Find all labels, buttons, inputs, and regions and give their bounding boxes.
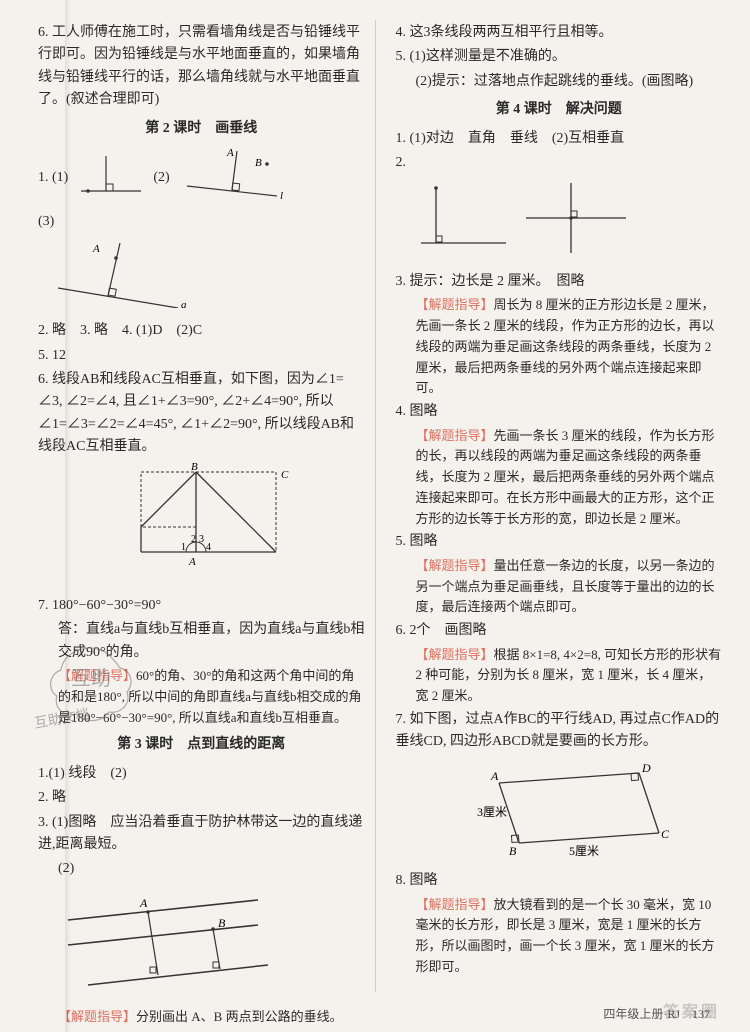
svg-text:B: B bbox=[218, 916, 226, 930]
l3-hint: 【解题指导】分别画出 A、B 两点到公路的垂线。 bbox=[38, 1007, 365, 1028]
left-q1-3: (3) a A bbox=[38, 211, 365, 316]
q1-3-label: (3) bbox=[38, 214, 54, 229]
column-divider bbox=[375, 20, 376, 992]
right-q8: 8. 图略 bbox=[396, 870, 723, 892]
left-q1-row: 1. (1) (2) l A B bbox=[38, 146, 365, 209]
page: 6. 工人师傅在施工时，只需看墙角线是否与铅锤线平行即可。因为铅锤线是与水平地面… bbox=[0, 0, 750, 1032]
hint-label: 【解题指导】 bbox=[416, 428, 494, 443]
right-q8-hint: 【解题指导】放大镜看到的是一个长 30 毫米，宽 10 毫米的长方形，即长是 3… bbox=[396, 895, 723, 978]
right-q7-figure: A D B C 3厘米 5厘米 bbox=[416, 758, 723, 866]
svg-text:A: A bbox=[188, 556, 196, 568]
lesson3-title: 第 3 课时 点到直线的距离 bbox=[38, 734, 365, 756]
right-q3a: 3. 提示：边长是 2 厘米。 图略 bbox=[396, 271, 723, 293]
left-q6-figure: B C A 1 2 3 4 bbox=[58, 462, 365, 590]
lesson4-title: 第 4 课时 解决问题 bbox=[396, 99, 723, 121]
binding-shadow bbox=[65, 0, 71, 1032]
left-q6: 6. 工人师傅在施工时，只需看墙角线是否与铅锤线平行即可。因为铅锤线是与水平地面… bbox=[38, 22, 365, 112]
label-d: D bbox=[641, 761, 651, 775]
q1-1-figure bbox=[76, 151, 146, 204]
q1-2-label: (2) bbox=[153, 170, 169, 185]
svg-text:2: 2 bbox=[191, 534, 196, 545]
l3-q3b: (2) bbox=[38, 858, 365, 880]
left-column: 6. 工人师傅在施工时，只需看墙角线是否与铅锤线平行即可。因为铅锤线是与水平地面… bbox=[30, 20, 373, 1022]
left-q7b: 答：直线a与直线b互相垂直，因为直线a与直线b相交成90°的角。 bbox=[38, 619, 365, 664]
len-3: 3厘米 bbox=[477, 805, 507, 819]
svg-text:l: l bbox=[280, 190, 283, 201]
left-q2: 2. 略 3. 略 4. (1)D (2)C bbox=[38, 320, 365, 342]
right-q7: 7. 如下图，过点A作BC的平行线AD, 再过点C作AD的垂线CD, 四边形AB… bbox=[396, 709, 723, 754]
svg-text:C: C bbox=[281, 469, 289, 481]
hint-label: 【解题指导】 bbox=[416, 558, 494, 573]
label-b: B bbox=[509, 844, 517, 858]
right-q6-hint: 【解题指导】根据 8×1=8, 4×2=8, 可知长方形的形状有 2 种可能，分… bbox=[396, 645, 723, 707]
watermark: 答案圈 bbox=[663, 1000, 720, 1026]
right-q5b: (2)提示：过落地点作起跳线的垂线。(画图略) bbox=[396, 71, 723, 93]
svg-text:B: B bbox=[255, 157, 262, 169]
hint-label: 【解题指导】 bbox=[416, 897, 494, 912]
right-q3-hint: 【解题指导】周长为 8 厘米的正方形边长是 2 厘米，先画一条长 2 厘米的线段… bbox=[396, 295, 723, 399]
label-c: C bbox=[661, 827, 670, 841]
right-q5-hint: 【解题指导】量出任意一条边的长度，以另一条边的另一个端点为垂足画垂线，且长度等于… bbox=[396, 556, 723, 618]
l3-q3-figure: A B bbox=[58, 885, 365, 1003]
right-q4-hint: 【解题指导】先画一条长 3 厘米的线段，作为长方形的长，再以线段的两端为垂足画这… bbox=[396, 426, 723, 530]
left-q6b: 6. 线段AB和线段AC互相垂直，如下图，因为∠1= ∠3, ∠2=∠4, 且∠… bbox=[38, 369, 365, 459]
svg-text:B: B bbox=[191, 462, 198, 473]
right-q4a: 4. 图略 bbox=[396, 401, 723, 423]
svg-text:a: a bbox=[181, 299, 187, 308]
right-q6: 6. 2个 画图略 bbox=[396, 620, 723, 642]
q1-label: 1. bbox=[38, 170, 49, 185]
svg-text:A: A bbox=[139, 896, 148, 910]
right-q1: 1. (1)对边 直角 垂线 (2)互相垂直 bbox=[396, 128, 723, 150]
hint-label: 【解题指导】 bbox=[416, 297, 494, 312]
svg-text:4: 4 bbox=[206, 542, 211, 553]
left-q7-hint: 【解题指导】60°的角、30°的角和这两个角中间的角的和是180°, 所以中间的… bbox=[38, 666, 365, 728]
l3-q3a: 3. (1)图略 应当沿着垂直于防护林带这一边的直线递进,距离最短。 bbox=[38, 812, 365, 857]
hint-label: 【解题指导】 bbox=[416, 647, 494, 662]
right-q2-label: 2. bbox=[396, 152, 723, 174]
right-q2-figure bbox=[416, 178, 723, 266]
left-q7a: 7. 180°−60°−30°=90° bbox=[38, 595, 365, 617]
lesson2-title: 第 2 课时 画垂线 bbox=[38, 118, 365, 140]
len-5: 5厘米 bbox=[569, 844, 599, 858]
svg-text:A: A bbox=[226, 147, 234, 159]
svg-text:3: 3 bbox=[199, 534, 204, 545]
q1-3-figure: a A bbox=[58, 238, 365, 316]
l3-q2: 2. 略 bbox=[38, 787, 365, 809]
right-q5: 5. 图略 bbox=[396, 531, 723, 553]
label-a: A bbox=[490, 769, 499, 783]
l3-q1: 1.(1) 线段 (2) bbox=[38, 763, 365, 785]
q1-2-figure: l A B bbox=[177, 146, 287, 209]
right-q5a: 5. (1)这样测量是不准确的。 bbox=[396, 46, 723, 68]
left-q5: 5. 12 bbox=[38, 345, 365, 367]
svg-text:1: 1 bbox=[181, 542, 186, 553]
hint-text: 分别画出 A、B 两点到公路的垂线。 bbox=[136, 1009, 343, 1024]
svg-text:A: A bbox=[92, 243, 100, 255]
right-q4: 4. 这3条线段两两互相平行且相等。 bbox=[396, 22, 723, 44]
right-column: 4. 这3条线段两两互相平行且相等。 5. (1)这样测量是不准确的。 (2)提… bbox=[388, 20, 731, 1022]
